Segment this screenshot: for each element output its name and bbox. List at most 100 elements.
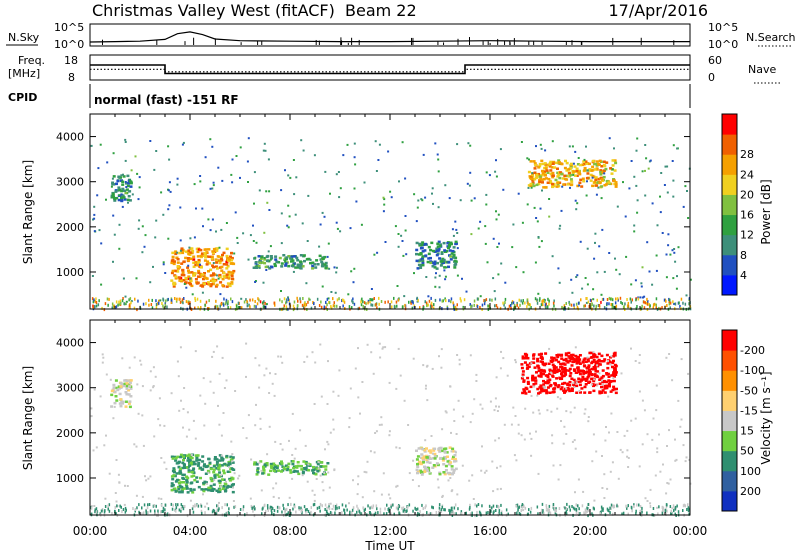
data-cell <box>584 160 588 163</box>
data-cell <box>415 220 418 223</box>
data-cell <box>220 269 224 272</box>
data-cell <box>380 300 383 303</box>
data-cell <box>532 361 536 364</box>
data-cell <box>527 512 529 516</box>
data-cell <box>485 298 488 302</box>
data-cell <box>228 485 232 488</box>
data-cell <box>508 304 511 308</box>
data-cell <box>326 440 329 443</box>
data-cell <box>405 509 407 513</box>
data-cell <box>187 252 191 256</box>
data-cell <box>609 511 611 515</box>
data-cell <box>221 284 225 287</box>
data-cell <box>206 482 208 485</box>
data-cell <box>224 489 228 492</box>
data-cell <box>421 453 424 456</box>
data-cell <box>180 503 183 507</box>
data-cell <box>424 387 427 390</box>
data-cell <box>116 388 120 392</box>
data-cell <box>664 508 667 512</box>
data-cell <box>293 300 296 304</box>
data-cell <box>451 457 455 460</box>
data-cell <box>574 491 576 494</box>
data-cell <box>390 505 392 509</box>
data-cell <box>541 173 545 177</box>
data-cell <box>598 159 602 163</box>
data-cell <box>319 465 323 468</box>
data-cell <box>638 390 641 393</box>
data-cell <box>510 423 513 426</box>
data-cell <box>649 304 651 308</box>
data-cell <box>179 249 182 252</box>
data-cell <box>212 262 215 264</box>
data-cell <box>569 167 572 170</box>
data-cell <box>559 224 562 227</box>
data-cell <box>292 466 296 470</box>
data-cell <box>427 252 431 256</box>
data-cell <box>231 300 234 304</box>
data-cell <box>290 511 292 515</box>
data-cell <box>422 461 426 464</box>
data-cell <box>605 380 609 384</box>
data-cell <box>594 370 598 373</box>
data-cell <box>342 154 345 157</box>
data-cell <box>516 301 518 305</box>
data-cell <box>469 354 472 357</box>
data-cell <box>207 457 211 461</box>
data-cell <box>606 487 609 490</box>
data-cell <box>197 271 201 275</box>
data-cell <box>106 161 109 164</box>
data-cell <box>664 165 667 168</box>
data-cell <box>542 186 546 189</box>
data-cell <box>115 459 118 461</box>
data-cell <box>521 370 525 373</box>
data-cell <box>686 508 688 511</box>
data-cell <box>671 379 674 382</box>
x-tick-label: 20:00 <box>573 524 608 538</box>
data-cell <box>170 261 174 265</box>
data-cell <box>601 389 605 392</box>
data-cell <box>385 512 388 516</box>
data-cell <box>305 303 308 307</box>
data-cell <box>443 455 446 459</box>
data-cell <box>478 510 481 514</box>
data-cell <box>633 175 636 178</box>
data-cell <box>442 299 444 303</box>
data-cell <box>113 401 117 405</box>
data-cell <box>599 173 603 176</box>
data-cell <box>436 242 440 245</box>
data-cell <box>369 300 371 304</box>
data-cell <box>588 168 592 171</box>
data-cell <box>599 391 603 394</box>
data-cell <box>533 167 537 170</box>
data-cell <box>215 299 217 303</box>
data-cell <box>128 405 132 409</box>
data-cell <box>563 166 567 170</box>
data-cell <box>646 241 649 244</box>
data-cell <box>142 444 145 447</box>
data-cell <box>291 454 294 456</box>
data-cell <box>284 169 286 172</box>
data-cell <box>199 476 202 480</box>
data-cell <box>441 261 445 264</box>
data-cell <box>201 291 204 294</box>
data-cell <box>247 137 250 140</box>
data-cell <box>103 444 106 447</box>
data-cell <box>533 171 537 174</box>
data-cell <box>538 245 541 248</box>
data-cell <box>607 360 609 362</box>
data-cell <box>441 299 443 303</box>
data-cell <box>415 252 418 256</box>
data-cell <box>536 357 540 361</box>
data-cell <box>320 300 322 304</box>
data-cell <box>332 390 335 393</box>
data-cell <box>149 370 152 373</box>
data-cell <box>405 253 408 256</box>
data-cell <box>222 478 226 481</box>
data-cell <box>537 374 541 378</box>
data-cell <box>584 508 587 512</box>
data-cell <box>302 254 306 257</box>
data-cell <box>487 304 489 308</box>
data-cell <box>434 276 437 279</box>
data-cell <box>182 273 186 277</box>
